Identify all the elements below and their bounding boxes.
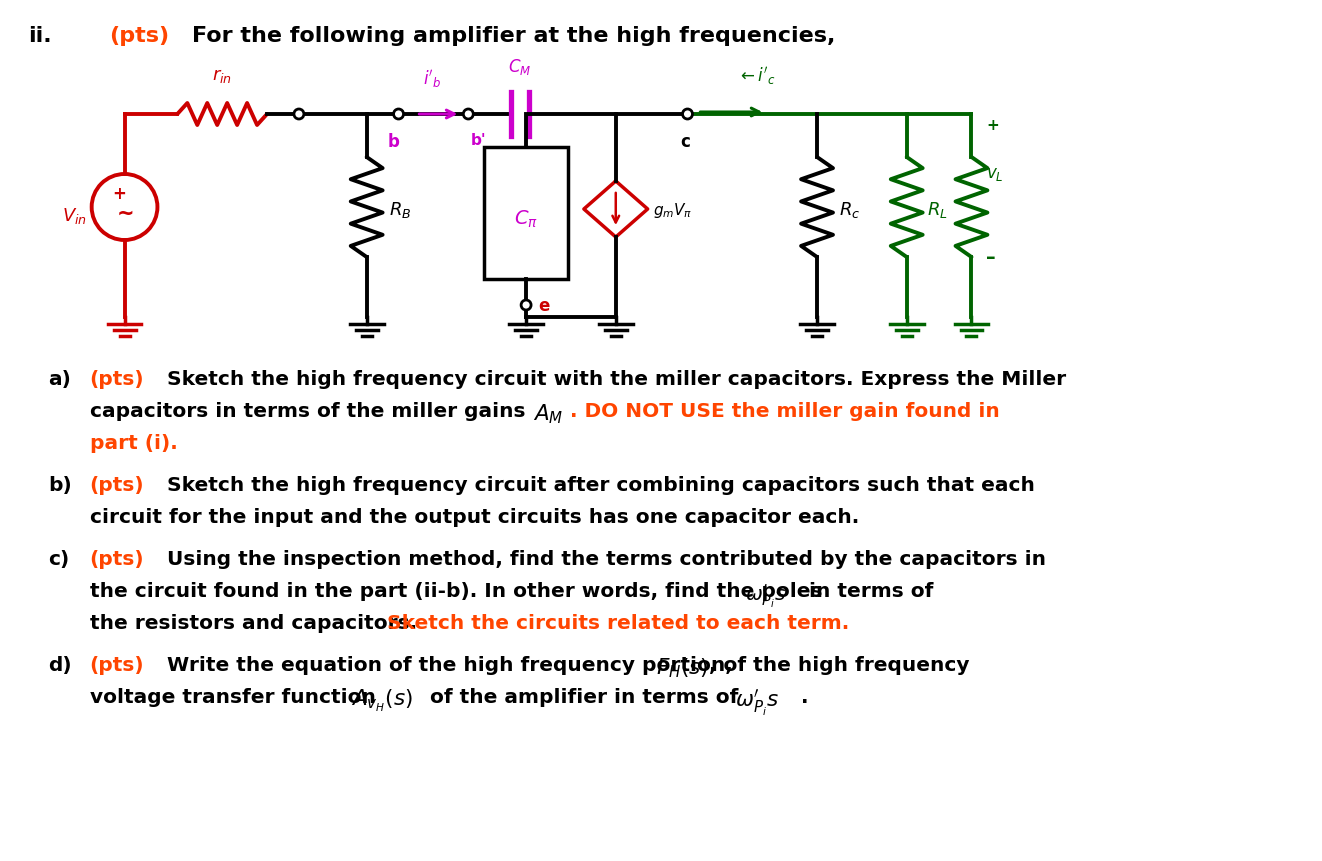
Text: , of the high frequency: , of the high frequency	[710, 655, 970, 674]
Text: b: b	[387, 133, 399, 151]
Text: d): d)	[48, 655, 71, 674]
Text: b): b)	[48, 475, 71, 494]
Text: b': b'	[471, 133, 486, 148]
Text: Sketch the high frequency circuit after combining capacitors such that each: Sketch the high frequency circuit after …	[168, 475, 1035, 494]
Text: Sketch the circuits related to each term.: Sketch the circuits related to each term…	[386, 613, 849, 632]
Text: $A_M$: $A_M$	[533, 401, 563, 425]
Polygon shape	[584, 182, 648, 238]
Text: $v_L$: $v_L$	[986, 164, 1003, 183]
Text: $R_c$: $R_c$	[839, 200, 861, 220]
Text: .: .	[795, 687, 809, 706]
Circle shape	[521, 300, 531, 311]
Text: (pts): (pts)	[90, 655, 144, 674]
Circle shape	[293, 110, 304, 120]
Text: (pts): (pts)	[110, 26, 169, 46]
Text: part (i).: part (i).	[90, 433, 177, 453]
FancyBboxPatch shape	[484, 148, 568, 280]
Text: +: +	[112, 185, 127, 202]
Text: (pts): (pts)	[90, 369, 144, 388]
Text: For the following amplifier at the high frequencies,: For the following amplifier at the high …	[192, 26, 836, 46]
Circle shape	[463, 110, 473, 120]
Text: Using the inspection method, find the terms contributed by the capacitors in: Using the inspection method, find the te…	[168, 549, 1047, 568]
Text: $A_{v_H}(s)$: $A_{v_H}(s)$	[350, 687, 412, 713]
Text: circuit for the input and the output circuits has one capacitor each.: circuit for the input and the output cir…	[90, 507, 859, 526]
Text: capacitors in terms of the miller gains: capacitors in terms of the miller gains	[90, 401, 533, 420]
Text: the circuit found in the part (ii-b). In other words, find the poles: the circuit found in the part (ii-b). In…	[90, 581, 829, 600]
Text: ii.: ii.	[28, 26, 52, 46]
Text: $C_\pi$: $C_\pi$	[514, 208, 538, 229]
Text: +: +	[986, 118, 999, 133]
Text: $C_M$: $C_M$	[509, 57, 531, 77]
Text: voltage transfer function: voltage transfer function	[90, 687, 382, 706]
Text: $V_{in}$: $V_{in}$	[62, 206, 87, 226]
Text: $F_H(s)$: $F_H(s)$	[656, 655, 709, 678]
Text: $r_{in}$: $r_{in}$	[212, 67, 233, 85]
Text: $R_B$: $R_B$	[389, 200, 411, 220]
Circle shape	[682, 110, 693, 120]
Text: $i'_b$: $i'_b$	[423, 68, 442, 90]
Text: ~: ~	[116, 204, 135, 224]
Text: in terms of: in terms of	[802, 581, 933, 600]
Text: Write the equation of the high frequency portion,: Write the equation of the high frequency…	[168, 655, 740, 674]
Text: $\leftarrow i'_c$: $\leftarrow i'_c$	[736, 65, 775, 87]
Text: c): c)	[48, 549, 69, 568]
Text: of the amplifier in terms of: of the amplifier in terms of	[423, 687, 746, 706]
Text: Sketch the high frequency circuit with the miller capacitors. Express the Miller: Sketch the high frequency circuit with t…	[168, 369, 1067, 388]
Text: $g_m V_\pi$: $g_m V_\pi$	[653, 201, 693, 220]
Text: $\omega_{P_i}'s$: $\omega_{P_i}'s$	[735, 687, 779, 717]
Text: a): a)	[48, 369, 70, 388]
Text: $R_L$: $R_L$	[927, 200, 948, 220]
Text: c: c	[681, 133, 690, 151]
Text: $\omega_{P_i}'s$: $\omega_{P_i}'s$	[746, 581, 787, 610]
Text: . DO NOT USE the miller gain found in: . DO NOT USE the miller gain found in	[570, 401, 999, 420]
Text: e: e	[538, 297, 550, 314]
Text: (pts): (pts)	[90, 549, 144, 568]
Text: (pts): (pts)	[90, 475, 144, 494]
Circle shape	[394, 110, 403, 120]
Text: –: –	[986, 248, 995, 267]
Text: the resistors and capacitors.: the resistors and capacitors.	[90, 613, 424, 632]
